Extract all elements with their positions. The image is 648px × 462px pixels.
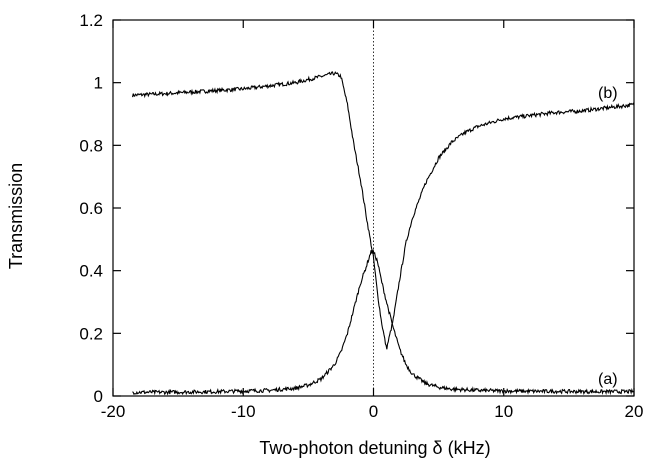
y-axis-title: Transmission bbox=[6, 163, 26, 269]
y-tick-label: 0.2 bbox=[79, 324, 103, 343]
x-tick-label: -20 bbox=[101, 402, 126, 421]
x-tick-label: 20 bbox=[625, 402, 644, 421]
plot-layer: -20 -10 0 10 20 0 0.2 0.4 0.6 0.8 1 1.2 (b) (a) bbox=[79, 11, 643, 421]
y-tick-label: 0 bbox=[94, 387, 103, 406]
x-tick-label: 0 bbox=[369, 402, 378, 421]
y-tick-label: 0.8 bbox=[79, 136, 103, 155]
series-label-b: (b) bbox=[598, 85, 618, 102]
y-tick-label: 0.6 bbox=[79, 199, 103, 218]
series-line-a bbox=[132, 248, 635, 396]
y-tick-label: 0.4 bbox=[79, 262, 103, 281]
y-tick-label: 1.2 bbox=[79, 11, 103, 30]
x-tick-label: 10 bbox=[494, 402, 513, 421]
y-tick-label: 1 bbox=[94, 74, 103, 93]
series-label-a: (a) bbox=[598, 371, 618, 388]
series-line-b bbox=[132, 71, 635, 350]
x-tick-label: -10 bbox=[231, 402, 256, 421]
x-axis-title: Two-photon detuning δ (kHz) bbox=[259, 438, 490, 458]
